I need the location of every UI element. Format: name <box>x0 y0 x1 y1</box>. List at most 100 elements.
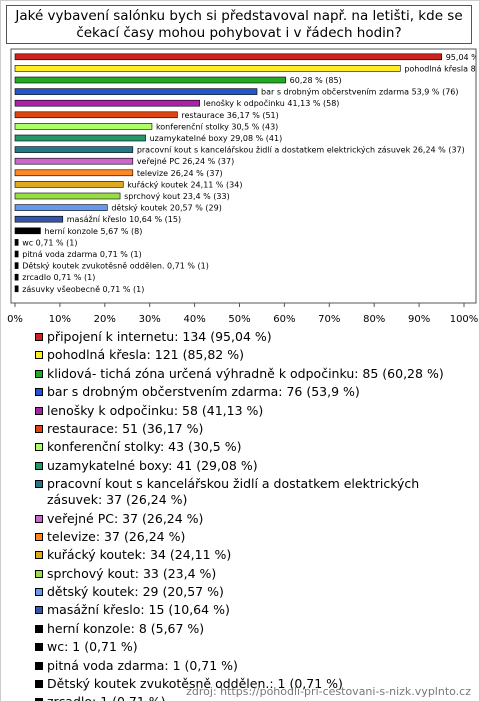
x-tick-label: 10% <box>49 314 71 325</box>
bar <box>14 227 41 235</box>
legend-item: klidová- tichá zóna určená výhradně k od… <box>35 366 465 382</box>
bar-label: restaurace 36,17 % (51) <box>181 111 278 120</box>
bar <box>14 169 134 177</box>
bar <box>14 99 200 107</box>
legend-swatch <box>35 351 43 360</box>
legend-swatch <box>35 698 43 701</box>
legend-swatch <box>35 424 43 433</box>
bar-label: pracovní kout s kancelářskou židlí a dos… <box>137 146 465 155</box>
bar-label: dětský koutek 20,57 % (29) <box>111 204 222 213</box>
legend-label: Dětský koutek zvukotěsně oddělen.: 1 (0,… <box>47 676 343 692</box>
bar-label: herní konzole 5,67 % (8) <box>44 227 142 236</box>
x-tick-label: 70% <box>318 314 340 325</box>
legend: připojení k internetu: 134 (95,04 %) poho… <box>35 329 465 702</box>
x-tick-label: 30% <box>139 314 161 325</box>
bar-label: konferenční stolky 30,5 % (43) <box>156 121 278 131</box>
legend-item: dětský koutek: 29 (20,57 %) <box>35 584 465 600</box>
x-tick-label: 90% <box>408 314 430 325</box>
legend-item: připojení k internetu: 134 (95,04 %) <box>35 329 465 345</box>
legend-swatch <box>35 624 43 633</box>
legend-label: bar s drobným občerstvením zdarma: 76 (5… <box>47 384 360 400</box>
legend-label: herní konzole: 8 (5,67 %) <box>47 620 205 636</box>
source: zdroj: https://pohodli-pri-cestovani-s-n… <box>186 685 471 698</box>
chart-title: Jaké vybavení salónku bych si představov… <box>6 5 472 44</box>
bar <box>14 273 19 281</box>
legend-label: kuřácký koutek: 34 (24,11 %) <box>47 547 232 563</box>
bars: 95,04 % (134) pohodlná křesla 85,82 % (12… <box>14 53 479 294</box>
chart: 95,04 % (134) pohodlná křesla 85,82 % (12… <box>7 48 479 325</box>
x-tick-label: 60% <box>273 314 295 325</box>
bar-label: 60,28 % (85) <box>290 76 342 85</box>
bar-label: bar s drobným občerstvením zdarma 53,9 %… <box>261 87 459 97</box>
legend-label: konferenční stolky: 43 (30,5 %) <box>47 439 242 455</box>
legend-swatch <box>35 369 43 378</box>
legend-item: Dětský koutek zvukotěsně oddělen.: 1 (0,… <box>35 676 465 692</box>
bar <box>14 111 178 119</box>
legend-swatch <box>35 551 43 560</box>
bar <box>14 146 134 153</box>
legend-swatch <box>35 661 43 670</box>
bar-label: pitná voda zdarma 0,71 % (1) <box>22 250 142 259</box>
legend-item: konferenční stolky: 43 (30,5 %) <box>35 439 465 455</box>
legend-item: lenošky k odpočinku: 58 (41,13 %) <box>35 403 465 419</box>
legend-label: wc: 1 (0,71 %) <box>47 639 138 655</box>
legend-item: kuřácký koutek: 34 (24,11 %) <box>35 547 465 563</box>
bar <box>14 134 146 142</box>
bar <box>14 262 19 269</box>
x-tick-label: 20% <box>94 314 116 325</box>
legend-label: lenošky k odpočinku: 58 (41,13 %) <box>47 402 264 418</box>
legend-item: televize: 37 (26,24 %) <box>35 529 465 545</box>
legend-label: veřejné PC: 37 (26,24 %) <box>47 510 204 526</box>
bar <box>14 204 108 211</box>
bar <box>14 181 124 188</box>
x-tick-label: 100% <box>450 314 479 325</box>
legend-item: pracovní kout s kancelářskou židlí a dos… <box>35 476 465 508</box>
bar <box>14 215 64 223</box>
bar-label: televize 26,24 % (37) <box>137 169 223 178</box>
legend-item: zrcadlo: 1 (0,71 %) <box>35 694 465 702</box>
x-tick-label: 50% <box>228 314 250 325</box>
legend-label: připojení k internetu: 134 (95,04 %) <box>47 329 272 344</box>
legend-label: klidová- tichá zóna určená výhradně k od… <box>47 365 444 381</box>
plot-frame <box>10 48 477 304</box>
legend-label: pohodlná křesla: 121 (85,82 %) <box>47 347 244 363</box>
x-tick-label: 40% <box>183 314 205 325</box>
legend-label: pitná voda zdarma: 1 (0,71 %) <box>47 657 238 673</box>
legend-label: televize: 37 (26,24 %) <box>47 528 186 544</box>
legend-swatch <box>35 461 43 470</box>
bar-label: sprchový kout 23,4 % (33) <box>124 192 230 201</box>
legend-label: restaurace: 51 (36,17 %) <box>47 420 204 436</box>
bar-label: zásuvky všeobecně 0,71 % (1) <box>22 284 144 294</box>
legend-label: zrcadlo: 1 (0,71 %) <box>47 694 166 702</box>
legend-swatch <box>35 333 43 341</box>
bar <box>14 65 401 72</box>
bar <box>14 88 258 95</box>
bar-label: lenošky k odpočinku 41,13 % (58) <box>204 98 340 108</box>
bar-label: pohodlná křesla 85,82 % (121) <box>404 64 479 73</box>
legend-swatch <box>35 514 43 523</box>
legend-swatch <box>35 680 43 689</box>
bar <box>14 239 19 246</box>
legend-item: bar s drobným občerstvením zdarma: 76 (5… <box>35 384 465 400</box>
legend-swatch <box>35 643 43 652</box>
legend-item: pitná voda zdarma: 1 (0,71 %) <box>35 658 465 674</box>
bar <box>14 53 443 61</box>
legend-swatch <box>35 569 43 578</box>
legend-item: pohodlná křesla: 121 (85,82 %) <box>35 347 465 363</box>
legend-label: sprchový kout: 33 (23,4 %) <box>47 565 217 581</box>
bar <box>14 285 19 293</box>
bar-label: masážní křeslo 10,64 % (15) <box>67 215 181 224</box>
legend-label: masážní křeslo: 15 (10,64 %) <box>47 602 230 618</box>
legend-label: dětský koutek: 29 (20,57 %) <box>47 584 224 600</box>
bar-label: Dětský koutek zvukotěsně oddělen. 0,71 %… <box>22 262 209 271</box>
bar-label: 95,04 % (134) <box>446 53 479 62</box>
x-tick-label: 0% <box>7 314 23 325</box>
legend-swatch <box>35 443 43 452</box>
legend-item: uzamykatelné boxy: 41 (29,08 %) <box>35 458 465 474</box>
legend-item: herní konzole: 8 (5,67 %) <box>35 621 465 637</box>
legend-swatch <box>35 480 43 489</box>
x-tick-label: 80% <box>363 314 385 325</box>
legend-label: uzamykatelné boxy: 41 (29,08 %) <box>47 457 258 473</box>
bar-label: kuřácký koutek 24,11 % (34) <box>127 180 242 189</box>
